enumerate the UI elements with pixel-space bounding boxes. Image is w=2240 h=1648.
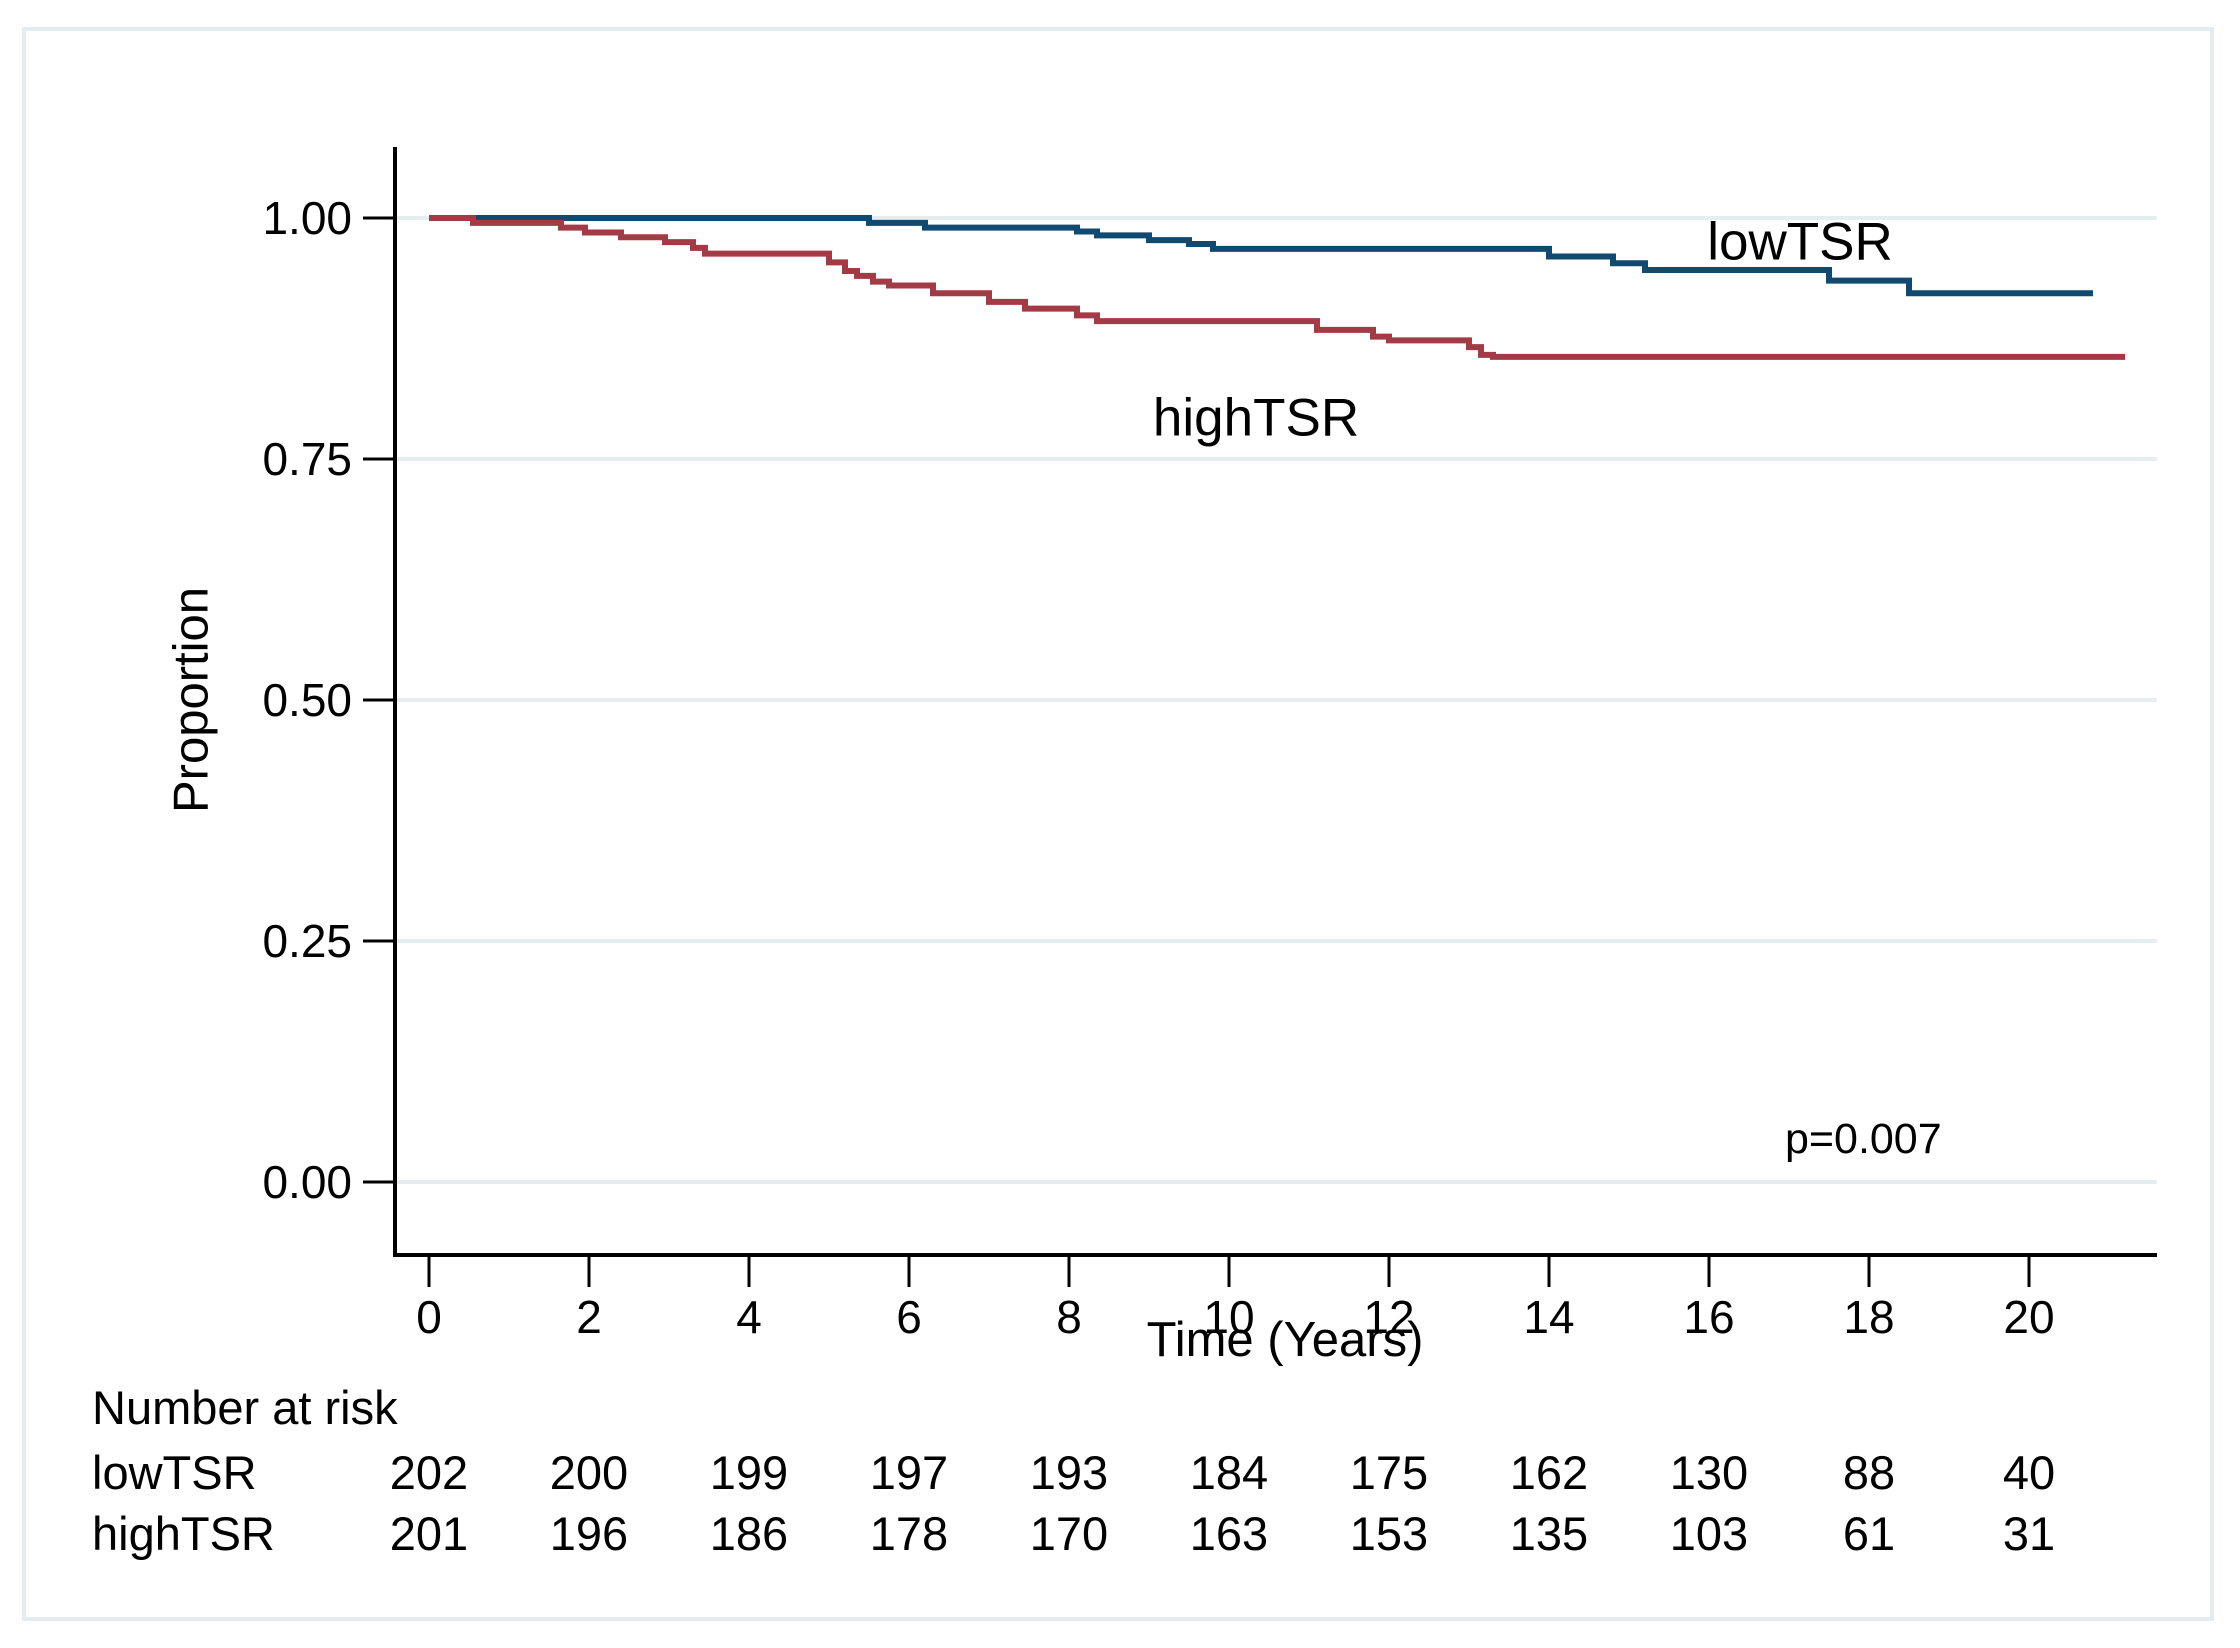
risk-value: 201 [389, 1507, 469, 1560]
survival-curve-highTSR [429, 215, 2125, 360]
risk-value: 88 [1842, 1446, 1896, 1499]
risk-value: 130 [1669, 1446, 1749, 1499]
risk-row-label-highTSR: highTSR [92, 1507, 275, 1560]
x-tick-label-14: 14 [1523, 1291, 1575, 1343]
figure-border [22, 27, 2214, 1621]
survival-curve-lowTSR [429, 215, 2093, 297]
risk-value: 199 [709, 1446, 789, 1499]
risk-value: 31 [2002, 1507, 2056, 1560]
risk-value: 135 [1509, 1507, 1589, 1560]
risk-value: 170 [1029, 1507, 1109, 1560]
x-tick-label-20: 20 [2003, 1291, 2055, 1343]
x-tick-label-10: 10 [1203, 1291, 1255, 1343]
risk-value: 186 [709, 1507, 789, 1560]
y-tick-label-0.50: 0.50 [262, 674, 352, 726]
risk-value: 103 [1669, 1507, 1749, 1560]
risk-value: 163 [1189, 1507, 1269, 1560]
x-tick-label-4: 4 [736, 1291, 762, 1343]
risk-value: 153 [1349, 1507, 1429, 1560]
risk-value: 202 [389, 1446, 469, 1499]
risk-row-label-lowTSR: lowTSR [92, 1446, 257, 1499]
y-tick-label-0.00: 0.00 [262, 1156, 352, 1208]
x-tick-label-16: 16 [1683, 1291, 1735, 1343]
y-tick-label-0.75: 0.75 [262, 433, 352, 485]
risk-value: 61 [1842, 1507, 1896, 1560]
risk-value: 197 [869, 1446, 949, 1499]
x-tick-label-2: 2 [576, 1291, 602, 1343]
risk-value: 40 [2002, 1446, 2056, 1499]
p-value-annotation: p=0.007 [1785, 1115, 1942, 1163]
risk-value: 184 [1189, 1446, 1269, 1499]
x-tick-label-6: 6 [896, 1291, 922, 1343]
y-tick-label-1.00: 1.00 [262, 192, 352, 244]
x-tick-label-18: 18 [1843, 1291, 1895, 1343]
x-tick-label-0: 0 [416, 1291, 442, 1343]
risk-value: 175 [1349, 1446, 1429, 1499]
y-axis-title: Proportion [164, 586, 219, 814]
y-tick-label-0.25: 0.25 [262, 915, 352, 967]
risk-value: 193 [1029, 1446, 1109, 1499]
x-tick-label-8: 8 [1056, 1291, 1082, 1343]
risk-value: 200 [549, 1446, 629, 1499]
highTSR-curve-label: highTSR [1152, 388, 1360, 448]
risk-value: 196 [549, 1507, 629, 1560]
risk-value: 162 [1509, 1446, 1589, 1499]
x-tick-label-12: 12 [1363, 1291, 1415, 1343]
risk-value: 178 [869, 1507, 949, 1560]
x-axis-title: Time (Years) [1146, 1313, 1424, 1367]
lowTSR-curve-label: lowTSR [1707, 212, 1893, 272]
risk-table-title: Number at risk [92, 1381, 398, 1434]
